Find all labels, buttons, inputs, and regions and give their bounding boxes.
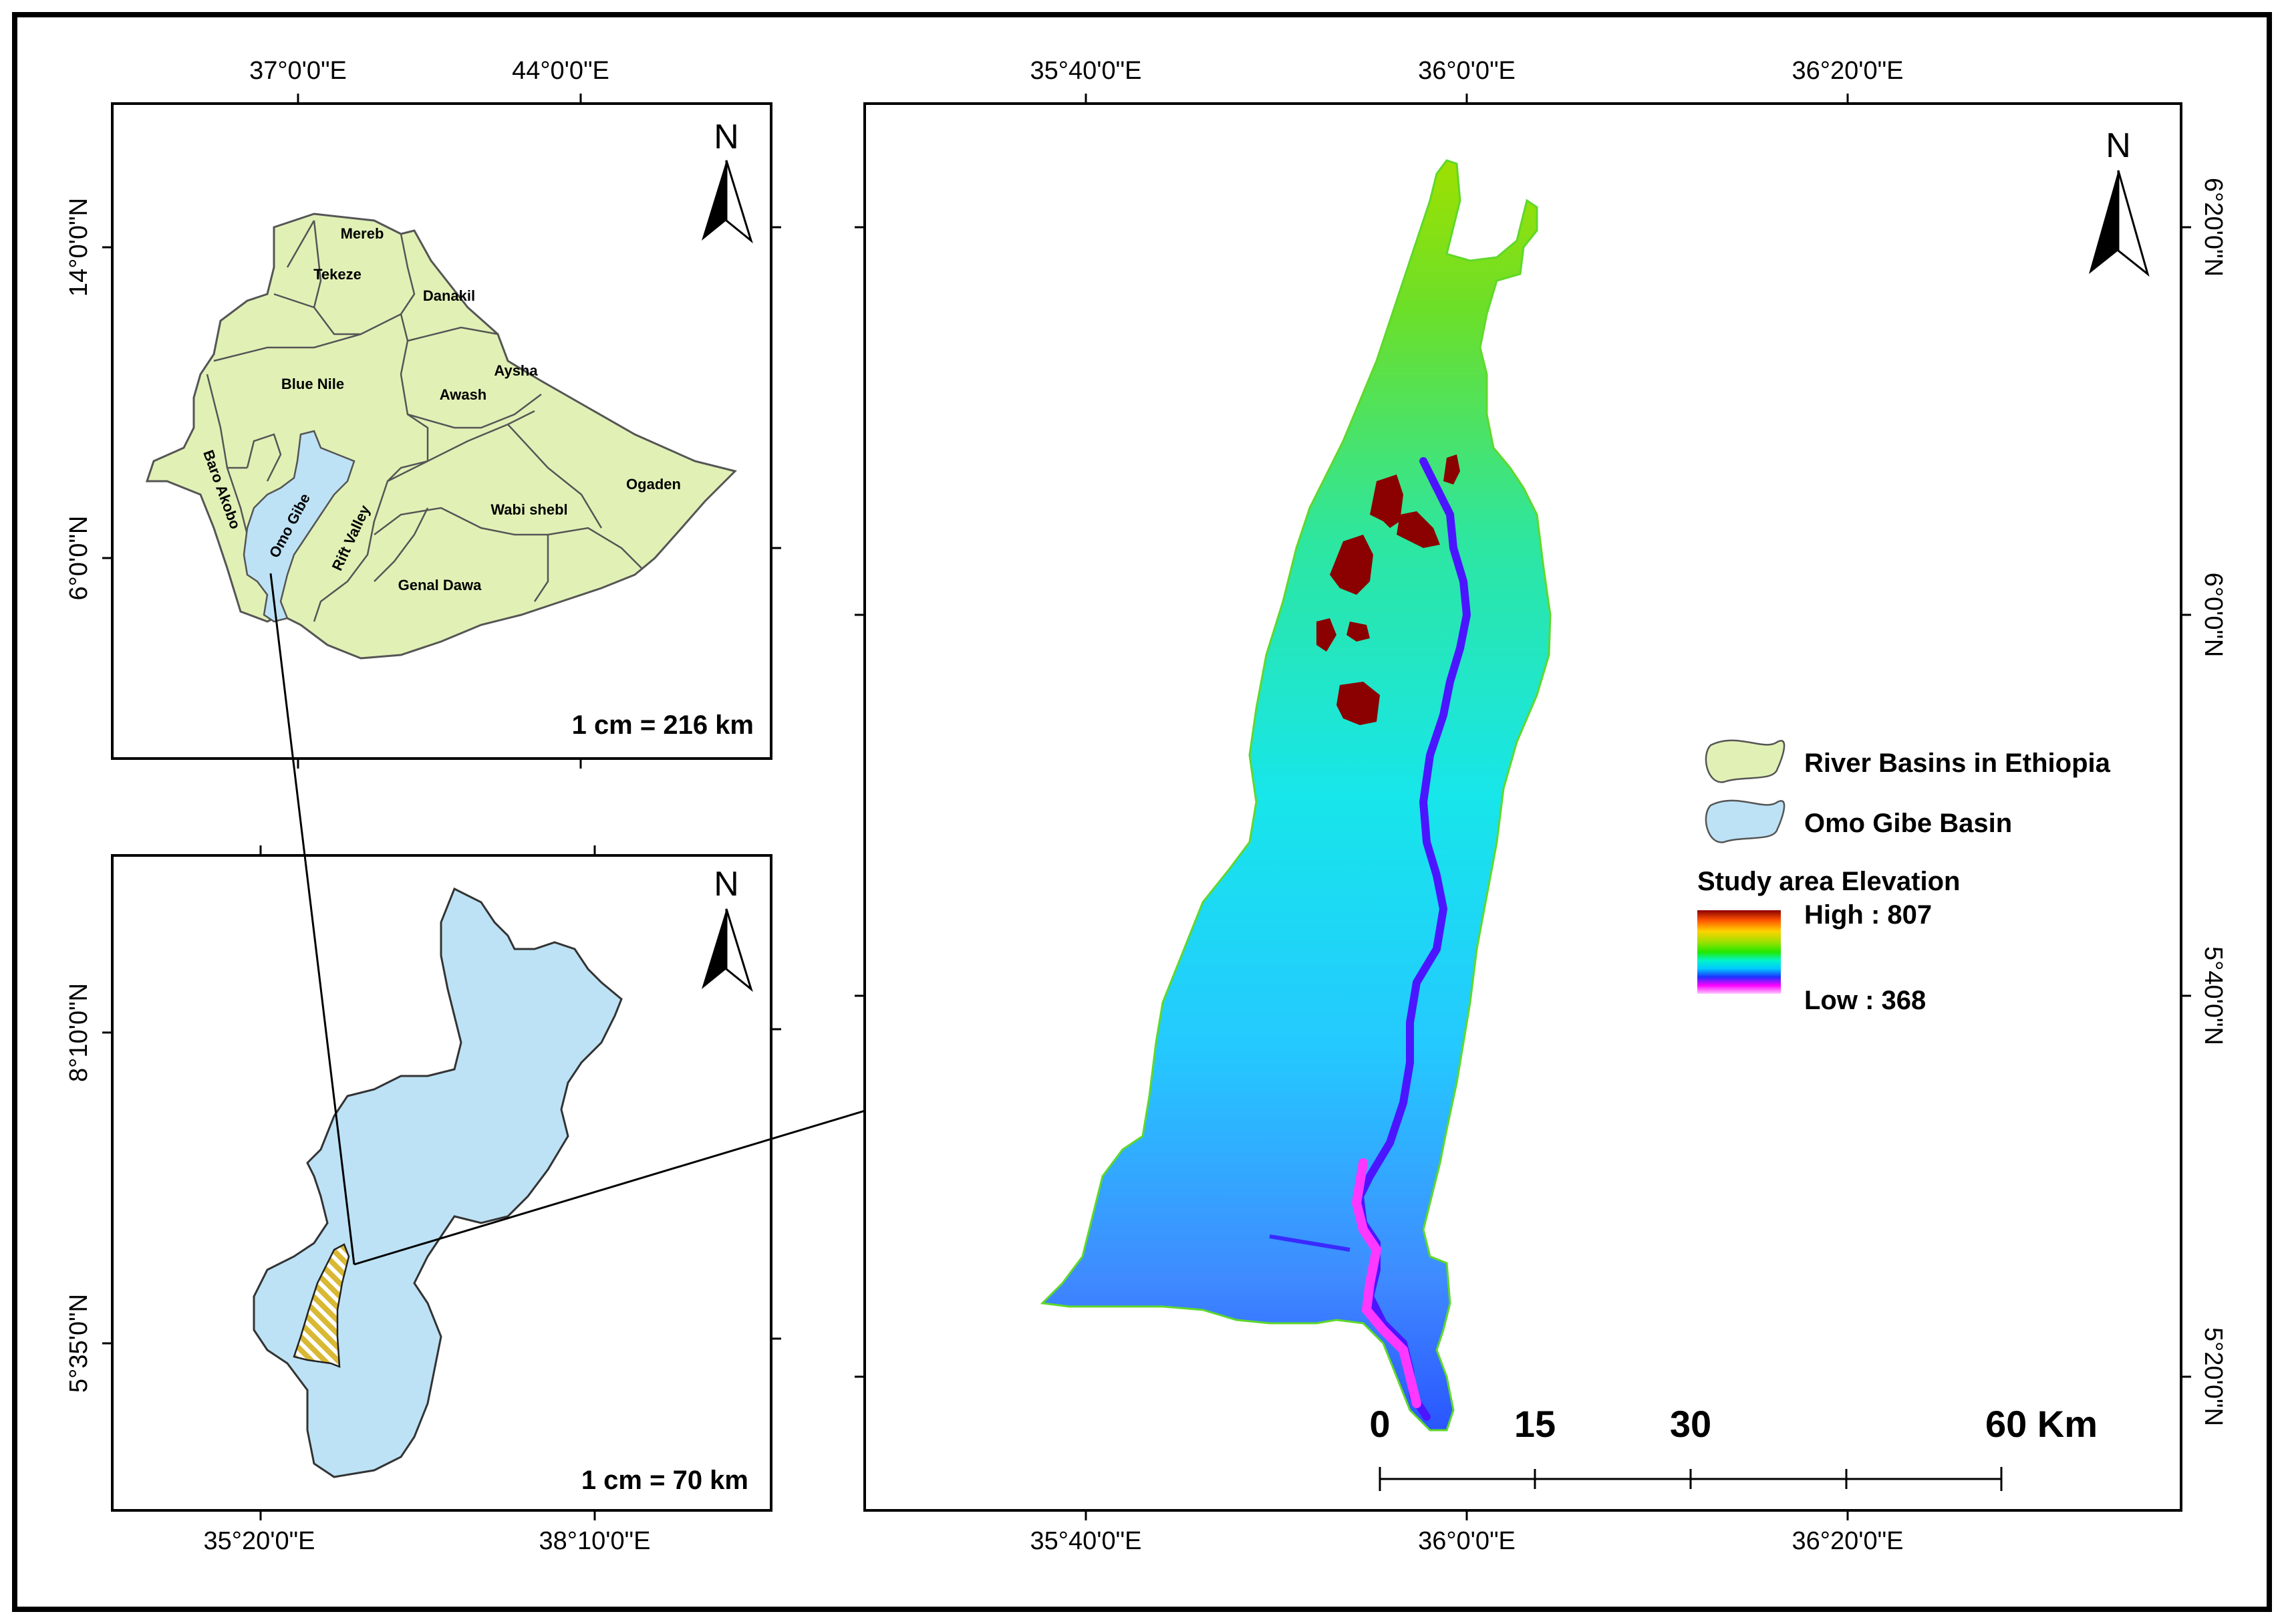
omo-gibe-basin-detail	[253, 887, 623, 1478]
main-bottom-lon-tick-1: 35°40'0"E	[1030, 1527, 1142, 1555]
legend-label-ethiopia: River Basins in Ethiopia	[1804, 749, 2111, 778]
top-inset-scale: 1 cm = 216 km	[572, 710, 754, 740]
study-area-dem	[1040, 159, 1552, 1432]
legend: River Basins in Ethiopia Omo Gibe Basin …	[1697, 739, 2111, 1015]
top-inset-lat-tick-2: 6°0'0"N	[65, 516, 93, 601]
scale-label-30: 30	[1670, 1403, 1711, 1445]
main-right-lat-tick-2: 6°0'0"N	[2199, 573, 2227, 658]
legend-low-label: Low : 368	[1804, 986, 1926, 1015]
basin-label-ogaden: Ogaden	[626, 476, 681, 493]
main-right-lat-tick-4: 5°20'0"N	[2199, 1327, 2227, 1426]
bottom-inset-lat-tick-1: 8°10'0"N	[65, 983, 93, 1082]
north-label-main: N	[2106, 126, 2131, 165]
scale-label-15: 15	[1514, 1403, 1556, 1445]
legend-swatch-omo	[1705, 799, 1786, 843]
tributary	[1269, 1234, 1350, 1252]
scale-label-0: 0	[1369, 1403, 1390, 1445]
legend-high-label: High : 807	[1804, 900, 1932, 930]
top-inset-lon-tick-1: 37°0'0"E	[249, 57, 347, 85]
study-area-hatch	[293, 1243, 350, 1368]
inset-omo-gibe: 35°20'0"E 38°10'0"E 8°10'0"N 5°35'0"N N …	[65, 845, 781, 1555]
main-right-lat-tick-1: 6°20'0"N	[2199, 178, 2227, 277]
scale-bar: 0 15 30 60 Km	[1369, 1403, 2098, 1491]
main-bottom-lon-tick-3: 36°20'0"E	[1792, 1527, 1904, 1555]
legend-label-omo: Omo Gibe Basin	[1804, 809, 2012, 838]
basin-label-awash: Awash	[440, 386, 487, 403]
north-label-bottom-inset: N	[714, 865, 739, 904]
north-arrow-icon: N	[702, 118, 753, 244]
bottom-inset-lat-tick-2: 5°35'0"N	[65, 1294, 93, 1393]
north-label-top-inset: N	[714, 118, 739, 156]
high-elevation-patches	[1316, 454, 1460, 725]
basin-label-blue-nile: Blue Nile	[281, 376, 344, 392]
top-inset-lon-tick-2: 44°0'0"E	[512, 57, 609, 85]
connector-line-1	[269, 573, 355, 1265]
basin-label-genal-dawa: Genal Dawa	[398, 577, 482, 593]
legend-elevation-ramp	[1697, 910, 1781, 994]
north-arrow-icon: N	[702, 865, 753, 992]
main-map: 35°40'0"E 36°0'0"E 36°20'0"E 35°40'0"E 3…	[855, 57, 2227, 1555]
basin-label-mereb: Mereb	[341, 225, 384, 242]
main-top-lon-tick-1: 35°40'0"E	[1030, 57, 1142, 85]
bottom-inset-scale: 1 cm = 70 km	[581, 1466, 748, 1495]
north-arrow-icon: N	[2089, 126, 2150, 277]
main-right-lat-tick-3: 5°40'0"N	[2199, 946, 2227, 1045]
basin-label-danakil: Danakil	[423, 287, 475, 304]
basin-label-tekeze: Tekeze	[313, 266, 362, 283]
scale-label-60km: 60 Km	[1985, 1403, 2098, 1445]
legend-elevation-title: Study area Elevation	[1697, 867, 1960, 896]
inset-ethiopia: 37°0'0"E 44°0'0"E 14°0'0"N 6°0'0"N	[65, 57, 781, 769]
main-bottom-lon-tick-2: 36°0'0"E	[1418, 1527, 1516, 1555]
bottom-inset-lon-tick-1: 35°20'0"E	[204, 1527, 315, 1555]
outer-frame	[12, 12, 2272, 1612]
basin-label-aysha: Aysha	[494, 362, 538, 379]
main-top-lon-tick-3: 36°20'0"E	[1792, 57, 1904, 85]
basin-label-wabi-shebl: Wabi shebl	[490, 501, 567, 518]
main-top-lon-tick-2: 36°0'0"E	[1418, 57, 1516, 85]
top-inset-lat-tick-1: 14°0'0"N	[65, 198, 93, 297]
bottom-inset-lon-tick-2: 38°10'0"E	[539, 1527, 651, 1555]
legend-swatch-ethiopia	[1705, 739, 1786, 783]
river-low-elevation	[1351, 1158, 1421, 1408]
